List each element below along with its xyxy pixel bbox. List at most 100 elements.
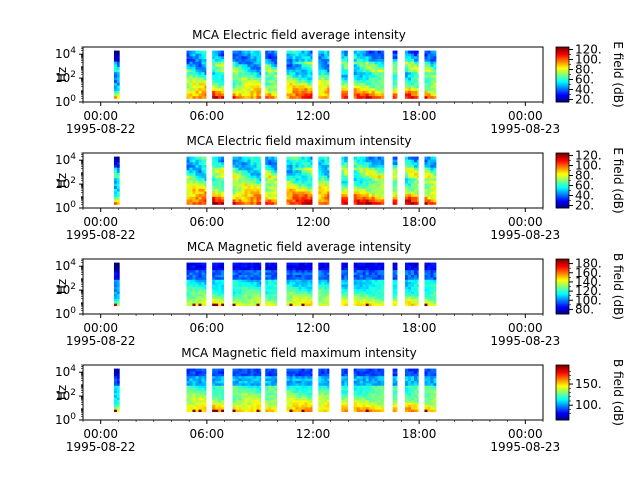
- heatmap-cell: [356, 63, 361, 67]
- heatmap-cell: [274, 399, 278, 403]
- heatmap-cell: [286, 281, 290, 285]
- heatmap-cell: [221, 188, 225, 192]
- heatmap-cell: [212, 74, 216, 78]
- heatmap-cell: [327, 93, 330, 97]
- heatmap-cell: [292, 201, 296, 205]
- heatmap-cell: [417, 175, 419, 179]
- heatmap-cell: [116, 368, 120, 372]
- heatmap-cell: [221, 90, 225, 94]
- heatmap-cell: [186, 172, 190, 176]
- colorbar-tick-label: 40.: [575, 83, 594, 97]
- x-date-label: 1995-08-22: [66, 228, 136, 242]
- heatmap-cell: [405, 175, 409, 179]
- heatmap-cell: [408, 303, 412, 307]
- heatmap-cell: [116, 281, 120, 285]
- heatmap-cell: [359, 159, 364, 163]
- heatmap-cell: [218, 77, 222, 81]
- heatmap-cell: [292, 272, 296, 275]
- heatmap-cell: [238, 298, 242, 302]
- heatmap-cell: [411, 199, 415, 203]
- heatmap-cell: [392, 180, 397, 184]
- heatmap-cell: [359, 382, 364, 386]
- heatmap-cell: [371, 409, 376, 413]
- heatmap-cell: [359, 90, 364, 94]
- heatmap-cell: [192, 382, 196, 386]
- heatmap-cell: [265, 404, 269, 408]
- heatmap-cell: [221, 193, 225, 197]
- heatmap-cell: [298, 188, 302, 192]
- heatmap-cell: [292, 159, 296, 163]
- heatmap-cell: [380, 380, 385, 384]
- heatmap-cell: [414, 172, 418, 176]
- heatmap-cell: [250, 274, 254, 278]
- heatmap-cell: [304, 409, 308, 413]
- heatmap-cell: [356, 69, 361, 73]
- heatmap-cell: [371, 193, 376, 197]
- heatmap-cell: [310, 385, 313, 389]
- heatmap-cell: [271, 95, 275, 99]
- heatmap-cell: [301, 77, 305, 81]
- heatmap-cell: [380, 90, 385, 94]
- heatmap-cell: [307, 183, 311, 187]
- heatmap-cell: [201, 370, 205, 374]
- heatmap-cell: [192, 79, 196, 83]
- heatmap-cell: [304, 291, 308, 295]
- heatmap-cell: [298, 69, 302, 73]
- heatmap-cell: [395, 156, 398, 160]
- heatmap-cell: [289, 66, 293, 70]
- heatmap-cell: [253, 267, 257, 271]
- heatmap-cell: [304, 55, 308, 59]
- heatmap-cell: [253, 274, 257, 278]
- heatmap-cell: [232, 385, 236, 389]
- heatmap-cell: [408, 93, 412, 97]
- heatmap-cell: [298, 298, 302, 302]
- heatmap-cell: [341, 399, 345, 403]
- heatmap-cell: [204, 402, 207, 405]
- heatmap-cell: [250, 161, 254, 165]
- heatmap-cell: [201, 303, 205, 307]
- heatmap-cell: [271, 90, 275, 94]
- heatmap-cell: [212, 63, 216, 67]
- heatmap-cell: [324, 406, 328, 410]
- heatmap-cell: [238, 409, 242, 413]
- heatmap-cell: [286, 300, 290, 304]
- heatmap-cell: [244, 167, 248, 171]
- heatmap-cell: [344, 370, 348, 374]
- heatmap-cell: [295, 267, 299, 271]
- heatmap-cell: [286, 298, 290, 302]
- heatmap-cell: [259, 161, 262, 165]
- heatmap-cell: [271, 298, 275, 302]
- heatmap-cell: [244, 172, 248, 176]
- heatmap-cell: [253, 85, 257, 89]
- heatmap-cell: [347, 274, 348, 278]
- heatmap-cell: [347, 300, 348, 304]
- heatmap-cell: [356, 387, 361, 391]
- heatmap-cell: [244, 159, 248, 163]
- heatmap-cell: [362, 196, 367, 200]
- heatmap-cell: [310, 180, 313, 184]
- heatmap-cell: [221, 169, 225, 173]
- heatmap-cell: [359, 161, 364, 165]
- heatmap-cell: [307, 201, 311, 205]
- heatmap-cell: [359, 303, 364, 307]
- heatmap-cell: [289, 93, 293, 97]
- heatmap-cell: [347, 66, 348, 70]
- heatmap-cell: [392, 66, 397, 70]
- heatmap-cell: [195, 82, 199, 86]
- heatmap-cell: [232, 264, 236, 268]
- colorbar-step: [556, 69, 569, 71]
- heatmap-cell: [356, 201, 361, 205]
- heatmap-cell: [256, 169, 260, 173]
- heatmap-cell: [295, 269, 299, 273]
- heatmap-cell: [424, 274, 428, 278]
- heatmap-cell: [201, 50, 205, 54]
- heatmap-cell: [347, 191, 348, 195]
- heatmap-cell: [327, 175, 330, 179]
- heatmap-cell: [298, 406, 302, 410]
- heatmap-cell: [324, 201, 328, 205]
- heatmap-cell: [347, 69, 348, 73]
- heatmap-cell: [368, 66, 373, 70]
- heatmap-cell: [195, 90, 199, 94]
- heatmap-cell: [433, 264, 437, 268]
- heatmap-cell: [259, 185, 262, 189]
